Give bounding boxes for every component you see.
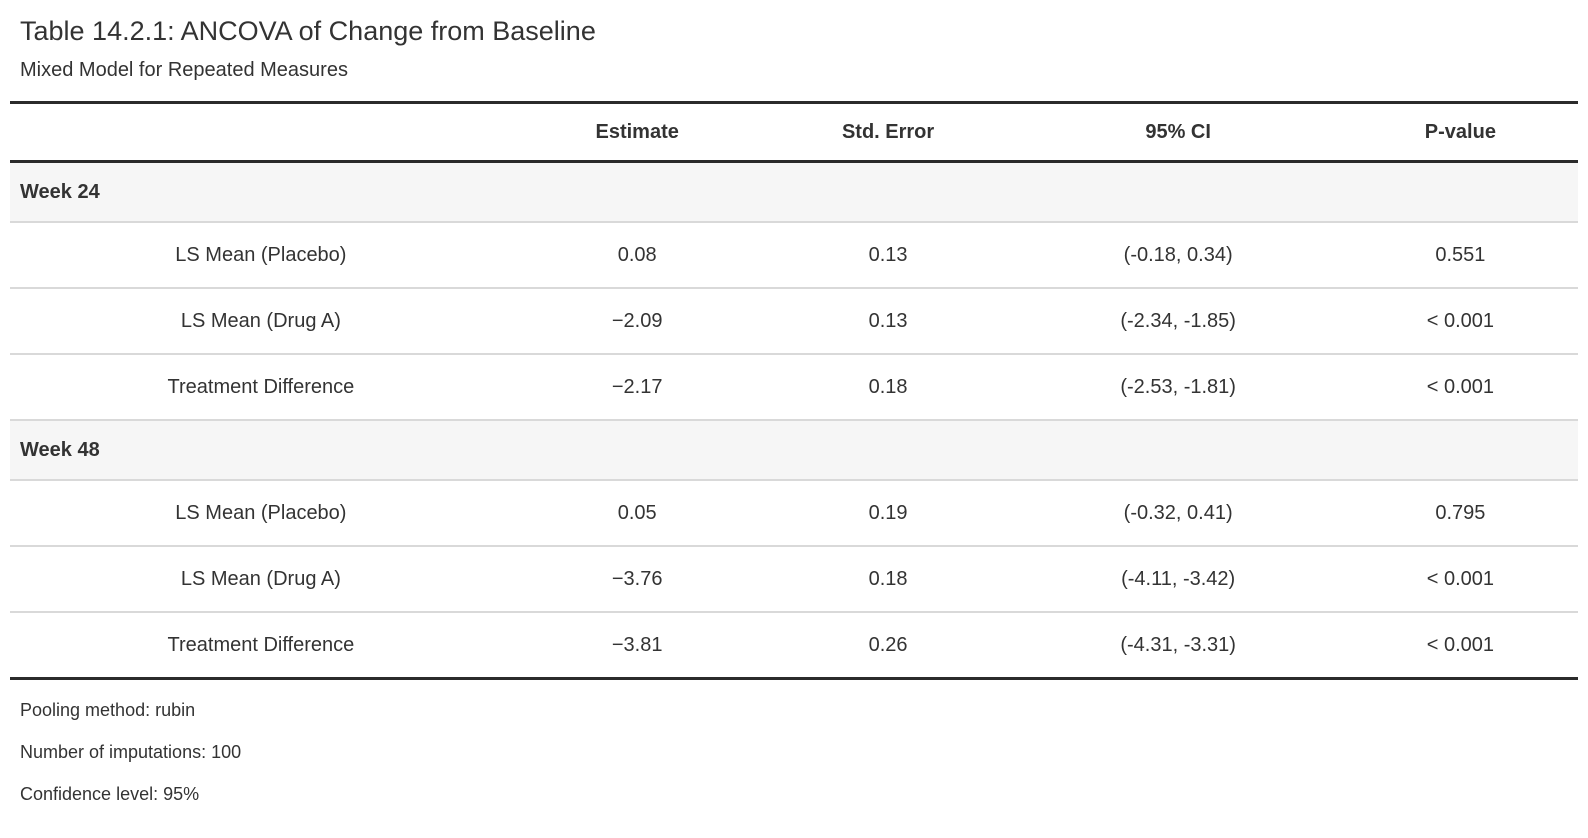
row-label-cell: LS Mean (Drug A)	[10, 288, 512, 355]
estimate-cell: 0.08	[511, 222, 763, 289]
column-header-p-value: P-value	[1342, 102, 1578, 162]
p-value-cell: 0.551	[1342, 222, 1578, 289]
row-label-cell: Treatment Difference	[10, 354, 512, 421]
group-heading-label: Week 24	[10, 161, 1578, 223]
estimate-cell: −3.76	[511, 546, 763, 613]
table-body: Week 24 LS Mean (Placebo) 0.08 0.13 (-0.18, …	[10, 161, 1578, 679]
table-title: Table 14.2.1: ANCOVA of Change from Base…	[20, 16, 596, 46]
p-value-cell: 0.795	[1342, 480, 1578, 547]
table-row: LS Mean (Drug A) −3.76 0.18 (-4.11, -3.42) <…	[10, 546, 1578, 613]
p-value-cell: < 0.001	[1342, 288, 1578, 355]
estimate-cell: −3.81	[511, 612, 763, 679]
column-header-stub	[10, 102, 512, 162]
ci-cell: (-0.32, 0.41)	[1013, 480, 1343, 547]
row-label-cell: LS Mean (Placebo)	[10, 222, 512, 289]
row-label-cell: Treatment Difference	[10, 612, 512, 679]
ci-cell: (-2.34, -1.85)	[1013, 288, 1343, 355]
footnote-num-imputations: Number of imputations: 100	[20, 742, 242, 763]
std-error-cell: 0.19	[762, 480, 1014, 547]
p-value-cell: < 0.001	[1342, 612, 1578, 679]
std-error-cell: 0.18	[762, 546, 1014, 613]
ancova-results-table: Estimate Std. Error 95% CI P-value Week …	[10, 101, 1578, 681]
p-value-cell: < 0.001	[1342, 354, 1578, 421]
estimate-cell: 0.05	[511, 480, 763, 547]
table-footnotes: Pooling method: rubin Number of imputati…	[10, 680, 1578, 815]
ci-cell: (-2.53, -1.81)	[1013, 354, 1343, 421]
table-row: LS Mean (Drug A) −2.09 0.13 (-2.34, -1.85) <…	[10, 288, 1578, 355]
estimate-cell: −2.17	[511, 354, 763, 421]
std-error-cell: 0.13	[762, 222, 1014, 289]
column-header-estimate: Estimate	[511, 102, 763, 162]
footnote-pooling-method: Pooling method: rubin	[20, 700, 196, 721]
row-label-cell: LS Mean (Placebo)	[10, 480, 512, 547]
column-header-std-error: Std. Error	[762, 102, 1014, 162]
ci-cell: (-0.18, 0.34)	[1013, 222, 1343, 289]
column-header-ci: 95% CI	[1013, 102, 1343, 162]
p-value-cell: < 0.001	[1342, 546, 1578, 613]
footnote-confidence-level: Confidence level: 95%	[20, 783, 200, 804]
table-row: LS Mean (Placebo) 0.05 0.19 (-0.32, 0.41) 0.…	[10, 480, 1578, 547]
group-heading-label: Week 48	[10, 420, 1578, 481]
ci-cell: (-4.31, -3.31)	[1013, 612, 1343, 679]
ci-cell: (-4.11, -3.42)	[1013, 546, 1343, 613]
header-row: Estimate Std. Error 95% CI P-value	[10, 102, 1578, 162]
std-error-cell: 0.18	[762, 354, 1014, 421]
table-header: Estimate Std. Error 95% CI P-value	[10, 102, 1578, 162]
group-heading-row: Week 48	[10, 420, 1578, 481]
table-row: Treatment Difference −2.17 0.18 (-2.53, -1.…	[10, 354, 1578, 421]
row-label-cell: LS Mean (Drug A)	[10, 546, 512, 613]
estimate-cell: −2.09	[511, 288, 763, 355]
table-row: Treatment Difference −3.81 0.26 (-4.31, -3.…	[10, 612, 1578, 679]
group-heading-row: Week 24	[10, 161, 1578, 223]
table-subtitle: Mixed Model for Repeated Measures	[20, 59, 348, 82]
std-error-cell: 0.26	[762, 612, 1014, 679]
table-row: LS Mean (Placebo) 0.08 0.13 (-0.18, 0.34) 0.…	[10, 222, 1578, 289]
std-error-cell: 0.13	[762, 288, 1014, 355]
